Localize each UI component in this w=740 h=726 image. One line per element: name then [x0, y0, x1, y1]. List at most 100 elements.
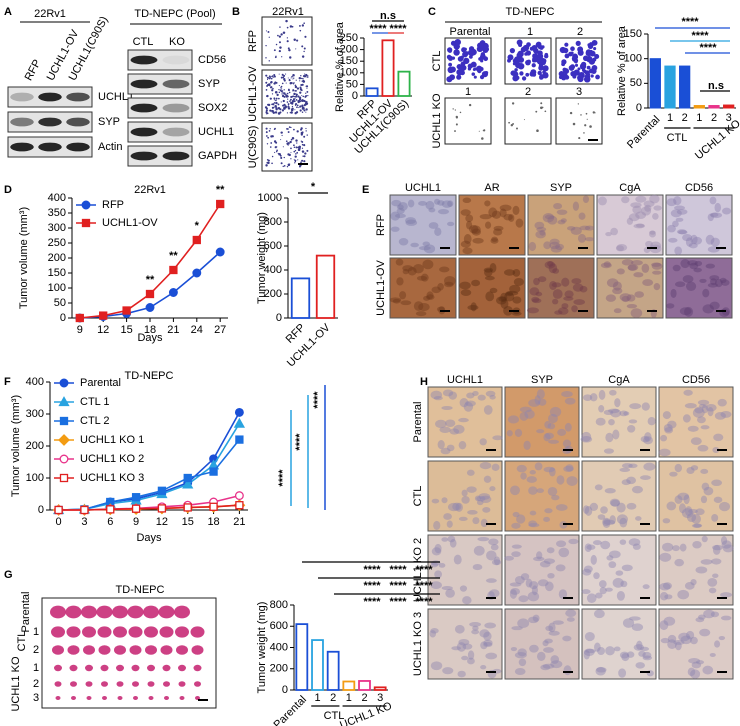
- ihc-nucleus: [627, 264, 639, 271]
- tumor: [67, 645, 80, 655]
- tumor: [178, 664, 186, 672]
- ihc-nucleus: [595, 592, 603, 599]
- colony: [297, 148, 301, 152]
- colony: [585, 72, 591, 77]
- series-line: [58, 439, 241, 511]
- colony: [569, 111, 573, 115]
- colony: [594, 54, 600, 60]
- colony: [537, 70, 542, 76]
- ihc-nucleus: [446, 520, 453, 528]
- colony: [274, 105, 277, 108]
- colony: [292, 83, 295, 85]
- colony: [295, 48, 297, 50]
- colony: [282, 165, 284, 168]
- colony: [277, 107, 281, 110]
- lane-label: RFP: [23, 58, 44, 83]
- ihc-nucleus: [442, 667, 454, 675]
- colony: [300, 75, 302, 77]
- row-label: UCHL1 KO: [431, 93, 443, 148]
- colony: [279, 89, 282, 91]
- ihc-nucleus: [478, 493, 491, 500]
- ihc-nucleus: [598, 405, 605, 413]
- ihc-nucleus: [643, 436, 653, 445]
- colony: [307, 74, 309, 77]
- ihc-nucleus: [405, 219, 418, 226]
- data-point: [216, 199, 225, 209]
- x-tick-label: 1: [346, 692, 352, 704]
- ihc-nucleus: [713, 496, 723, 503]
- x-tick-label: 2: [682, 112, 688, 124]
- ihc-nucleus: [663, 616, 676, 626]
- ihc-nucleus: [461, 496, 470, 504]
- colony: [304, 35, 307, 38]
- ihc-nucleus: [544, 214, 555, 220]
- ihc-nucleus: [428, 222, 439, 229]
- colony: [301, 45, 304, 48]
- ihc-nucleus: [486, 550, 497, 561]
- ihc-nucleus: [523, 440, 531, 450]
- colony: [266, 143, 269, 145]
- ihc-nucleus: [539, 560, 551, 568]
- ihc-nucleus: [528, 241, 537, 251]
- column-label: UCHL1: [447, 374, 483, 386]
- tumor: [133, 696, 138, 700]
- ihc-nucleus: [633, 223, 645, 229]
- colony: [574, 63, 579, 67]
- colony: [516, 127, 518, 130]
- ihc-nucleus: [516, 514, 526, 524]
- colony: [294, 109, 296, 111]
- ihc-nucleus: [555, 243, 565, 251]
- ihc-nucleus: [483, 639, 493, 647]
- ihc-image: [665, 194, 733, 256]
- y-tick-label: 400: [264, 264, 282, 276]
- ihc-nucleus: [410, 242, 419, 248]
- colony: [306, 134, 308, 136]
- tumor: [54, 681, 62, 687]
- colony: [564, 53, 570, 59]
- ihc-nucleus: [466, 392, 475, 399]
- colony: [454, 130, 456, 132]
- data-point: [215, 247, 225, 257]
- colony: [272, 87, 274, 90]
- ihc-nucleus: [705, 234, 715, 245]
- colony: [293, 146, 296, 148]
- colony: [454, 109, 457, 111]
- colony: [280, 101, 282, 103]
- colony: [468, 46, 475, 52]
- band-label: UCHL1: [98, 91, 134, 103]
- ihc-nucleus: [638, 650, 646, 657]
- ihc-nucleus: [621, 479, 631, 486]
- ihc-nucleus: [643, 462, 656, 471]
- ihc-nucleus: [529, 510, 537, 516]
- ihc-image: [389, 194, 457, 256]
- ihc-nucleus: [619, 651, 630, 659]
- y-tick-label: 100: [340, 67, 358, 79]
- ihc-nucleus: [405, 217, 417, 224]
- colony: [289, 25, 293, 28]
- colony: [286, 26, 289, 29]
- colony: [268, 77, 270, 79]
- ihc-nucleus: [691, 523, 702, 528]
- tumor: [148, 696, 154, 700]
- colony: [265, 127, 268, 130]
- colony: [275, 150, 278, 153]
- ihc-nucleus: [547, 261, 554, 267]
- ihc-nucleus: [714, 278, 723, 288]
- ihc-nucleus: [604, 488, 616, 494]
- significance: *: [311, 181, 316, 193]
- colony: [287, 144, 289, 146]
- ihc-nucleus: [589, 393, 598, 402]
- ihc-nucleus: [621, 295, 630, 303]
- row-label: RFP: [375, 214, 387, 236]
- blot-strip: [127, 73, 193, 95]
- colony: [267, 136, 270, 139]
- data-point: [59, 416, 69, 426]
- ihc-nucleus: [488, 538, 499, 546]
- ihc-nucleus: [664, 594, 673, 600]
- data-point: [145, 289, 155, 299]
- ihc-nucleus: [663, 424, 673, 433]
- ihc-nucleus: [626, 476, 636, 485]
- colony: [577, 74, 584, 81]
- row-label: U(C90S): [247, 126, 259, 169]
- tumor: [65, 605, 82, 619]
